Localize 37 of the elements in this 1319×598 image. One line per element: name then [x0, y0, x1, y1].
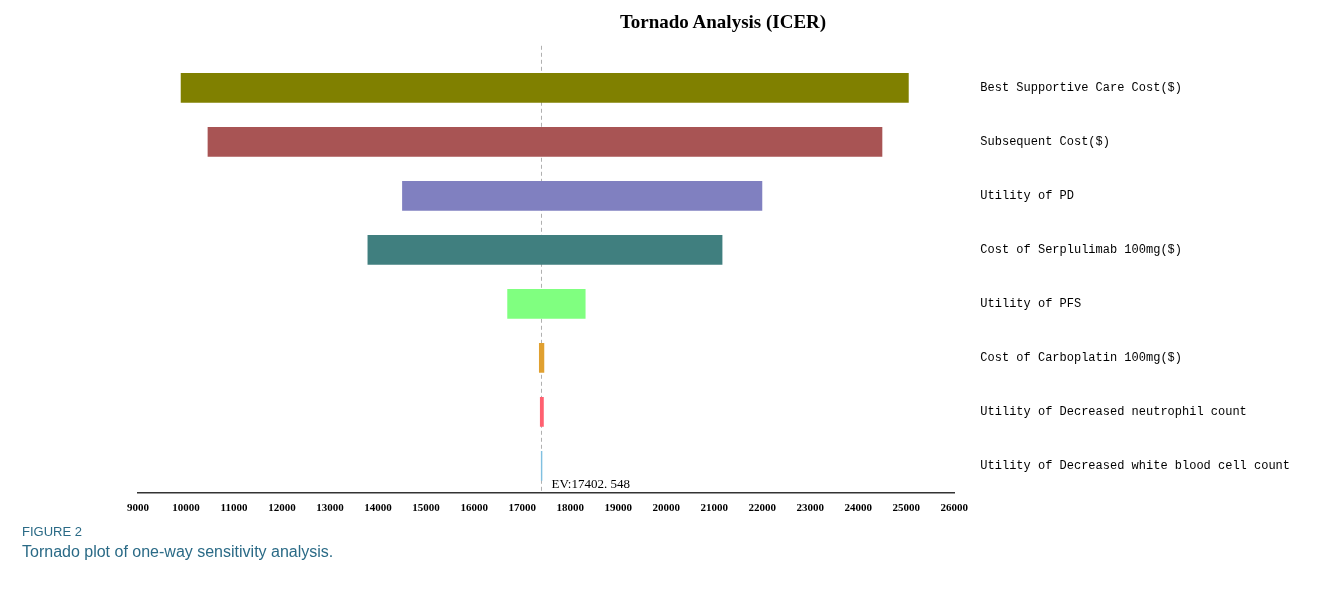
x-tick-label: 14000: [364, 501, 393, 514]
x-tick-label: 10000: [172, 501, 201, 514]
x-tick-label: 9000: [127, 501, 150, 514]
y-tick-label: Utility of Decreased neutrophil count: [980, 404, 1247, 419]
x-tick-label: 19000: [604, 501, 633, 514]
x-tick-label: 22000: [748, 501, 777, 514]
y-tick-label: Cost of Serplulimab 100mg($): [980, 242, 1182, 257]
x-tick-label: 23000: [796, 501, 825, 514]
x-tick-label: 26000: [940, 501, 969, 514]
bar: [538, 342, 545, 373]
x-tick-label: 13000: [316, 501, 345, 514]
x-tick-label: 24000: [844, 501, 873, 514]
bar: [207, 126, 883, 157]
x-tick-label: 15000: [412, 501, 441, 514]
x-tick-label: 11000: [220, 501, 248, 514]
y-tick-label: Best Supportive Care Cost($): [980, 80, 1182, 95]
bar: [402, 180, 763, 211]
bar: [180, 72, 909, 103]
y-tick-label: Cost of Carboplatin 100mg($): [980, 350, 1182, 365]
bar: [539, 396, 544, 427]
x-tick-label: 20000: [652, 501, 681, 514]
x-tick-label: 21000: [700, 501, 729, 514]
x-tick-label: 25000: [892, 501, 921, 514]
x-tick-label: 18000: [556, 501, 585, 514]
x-tick-label: 17000: [508, 501, 537, 514]
annotation: EV:17402. 548: [551, 475, 630, 491]
bar: [367, 234, 723, 265]
text: Tornado plot of one-way sensitivity analysis.: [22, 543, 335, 561]
y-tick-label: Utility of PFS: [980, 296, 1082, 311]
caption: FIGURE 2: [22, 524, 83, 539]
chart-title: Tornado Analysis (ICER): [619, 11, 827, 34]
y-tick-label: Utility of PD: [980, 188, 1074, 203]
x-tick-label: 16000: [460, 501, 489, 514]
y-tick-label: Utility of Decreased white blood cell count: [980, 458, 1291, 473]
x-tick-label: 12000: [268, 501, 297, 514]
y-tick-label: Subsequent Cost($): [980, 134, 1110, 149]
bar: [507, 288, 586, 319]
